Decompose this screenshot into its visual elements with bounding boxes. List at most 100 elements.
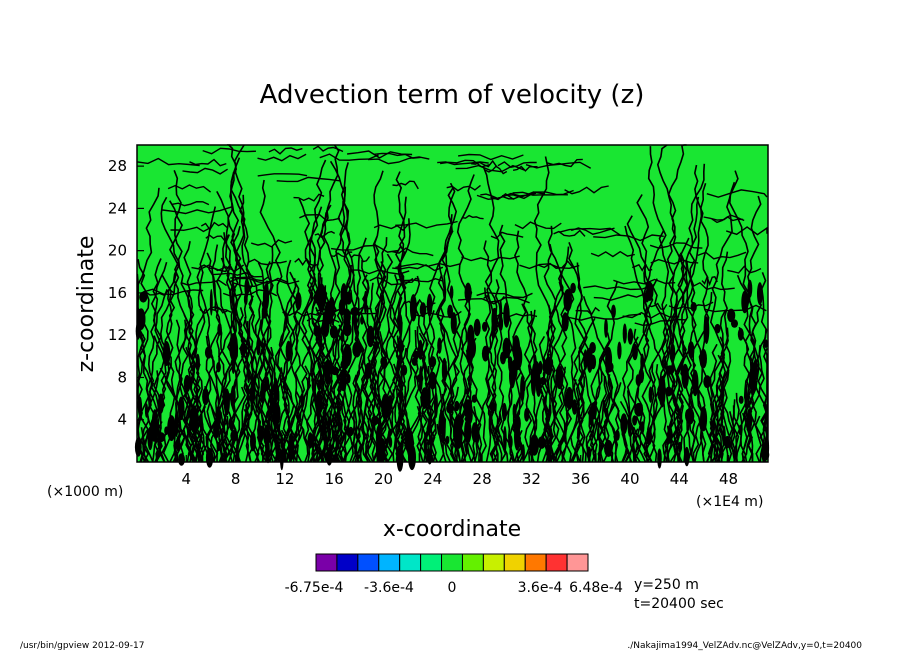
colorbar-swatch: [315, 553, 338, 572]
contour-blob: [515, 438, 519, 450]
contour-line: [706, 189, 768, 198]
contour-blob: [262, 283, 270, 311]
contour-line: [367, 261, 387, 463]
contour-line: [590, 250, 635, 258]
contour-blob: [317, 283, 326, 312]
contour-line: [330, 251, 353, 258]
contour-blob: [454, 421, 463, 449]
contour-blob: [427, 455, 432, 465]
colorbar-swatch: [441, 553, 463, 572]
contour-blob: [622, 323, 627, 344]
contour-line: [461, 214, 484, 220]
contour-line: [294, 257, 320, 267]
contour-blob: [317, 379, 322, 391]
contour-blob: [216, 362, 221, 373]
contour-line: [386, 404, 401, 463]
contour-blob: [340, 368, 347, 392]
contour-line: [632, 408, 646, 463]
x-tick-label: 44: [670, 470, 689, 488]
contour-blob: [167, 415, 176, 442]
y-axis-label: z-coordinate: [74, 236, 99, 373]
contour-blob: [520, 375, 525, 403]
contour-blob: [464, 418, 472, 444]
contour-blob: [454, 400, 460, 412]
x-tick-label: 16: [325, 470, 344, 488]
contour-blob: [681, 363, 689, 389]
contour-line: [342, 200, 365, 463]
contour-line: [167, 184, 212, 193]
contour-line: [276, 176, 340, 183]
colorbar-swatch: [336, 553, 359, 572]
contour-line: [635, 415, 648, 463]
contour-blob: [617, 341, 622, 360]
contour-line: [692, 281, 735, 291]
contour-blob: [502, 337, 511, 359]
contour-line: [748, 345, 765, 463]
contour-blob: [280, 449, 284, 471]
contour-blob: [428, 371, 437, 390]
contour-line: [200, 221, 228, 231]
contour-blob: [727, 308, 736, 323]
contour-line: [512, 189, 574, 196]
contour-blob: [561, 312, 569, 332]
contour-line: [350, 254, 371, 263]
contour-line: [373, 223, 410, 232]
contour-line: [294, 237, 314, 463]
plot-area: [134, 144, 770, 472]
contour-blob: [381, 393, 390, 419]
contour-blob: [503, 302, 510, 328]
contour-blob: [498, 315, 504, 331]
contour-line: [247, 258, 287, 266]
contour-line: [588, 411, 598, 463]
contour-blob: [195, 353, 200, 372]
contour-blob: [250, 383, 256, 404]
contour-blob: [524, 407, 530, 422]
contour-line: [369, 276, 414, 286]
contour-blob: [138, 396, 143, 419]
contour-line: [202, 147, 257, 155]
contour-blob: [687, 341, 695, 359]
contour-blob: [512, 403, 516, 419]
contour-line: [467, 374, 483, 463]
contour-blob: [176, 435, 181, 452]
colorbar-labels: -6.75e-4 -3.6e-4 0 3.6e-4 6.48e-4: [285, 580, 623, 596]
x-axis: 4 8 12 16 20 24 28 32 36 40 44 48: [182, 455, 738, 488]
contour-blob: [586, 446, 592, 460]
contour-blob: [684, 446, 690, 467]
contour-line: [142, 288, 204, 296]
contour-line: [570, 227, 615, 235]
contour-line: [480, 193, 515, 200]
contour-line: [559, 227, 621, 236]
contour-blob: [746, 408, 753, 432]
contour-line: [144, 288, 175, 297]
contour-blob: [244, 278, 249, 298]
contour-line: [212, 271, 263, 278]
contour-line: [137, 258, 162, 463]
footer-left: /usr/bin/gpview 2012-09-17: [20, 641, 145, 651]
contour-line: [173, 170, 205, 463]
contour-line: [211, 306, 229, 314]
x-axis-label: x-coordinate: [383, 517, 521, 542]
contour-blob: [665, 386, 673, 397]
contour-line: [243, 316, 252, 463]
contour-blob: [463, 399, 473, 419]
contour-line: [536, 402, 549, 463]
colorbar-swatch: [461, 553, 484, 572]
contour-line: [484, 165, 508, 175]
contour-line: [191, 308, 209, 463]
contour-blob: [640, 353, 645, 370]
contour-line: [259, 179, 289, 463]
contour-blob: [346, 373, 351, 384]
contour-blob: [466, 343, 474, 366]
contour-blob: [256, 337, 261, 356]
contour-blob: [481, 345, 489, 362]
contour-blob: [563, 289, 572, 312]
contour-blob: [685, 407, 695, 425]
contour-line: [514, 230, 534, 463]
contour-line: [220, 411, 226, 463]
contour-line: [162, 206, 232, 215]
contour-line: [229, 171, 255, 463]
y-tick-label: 12: [108, 326, 127, 344]
contour-blob: [411, 357, 418, 366]
contour-line: [667, 196, 700, 463]
